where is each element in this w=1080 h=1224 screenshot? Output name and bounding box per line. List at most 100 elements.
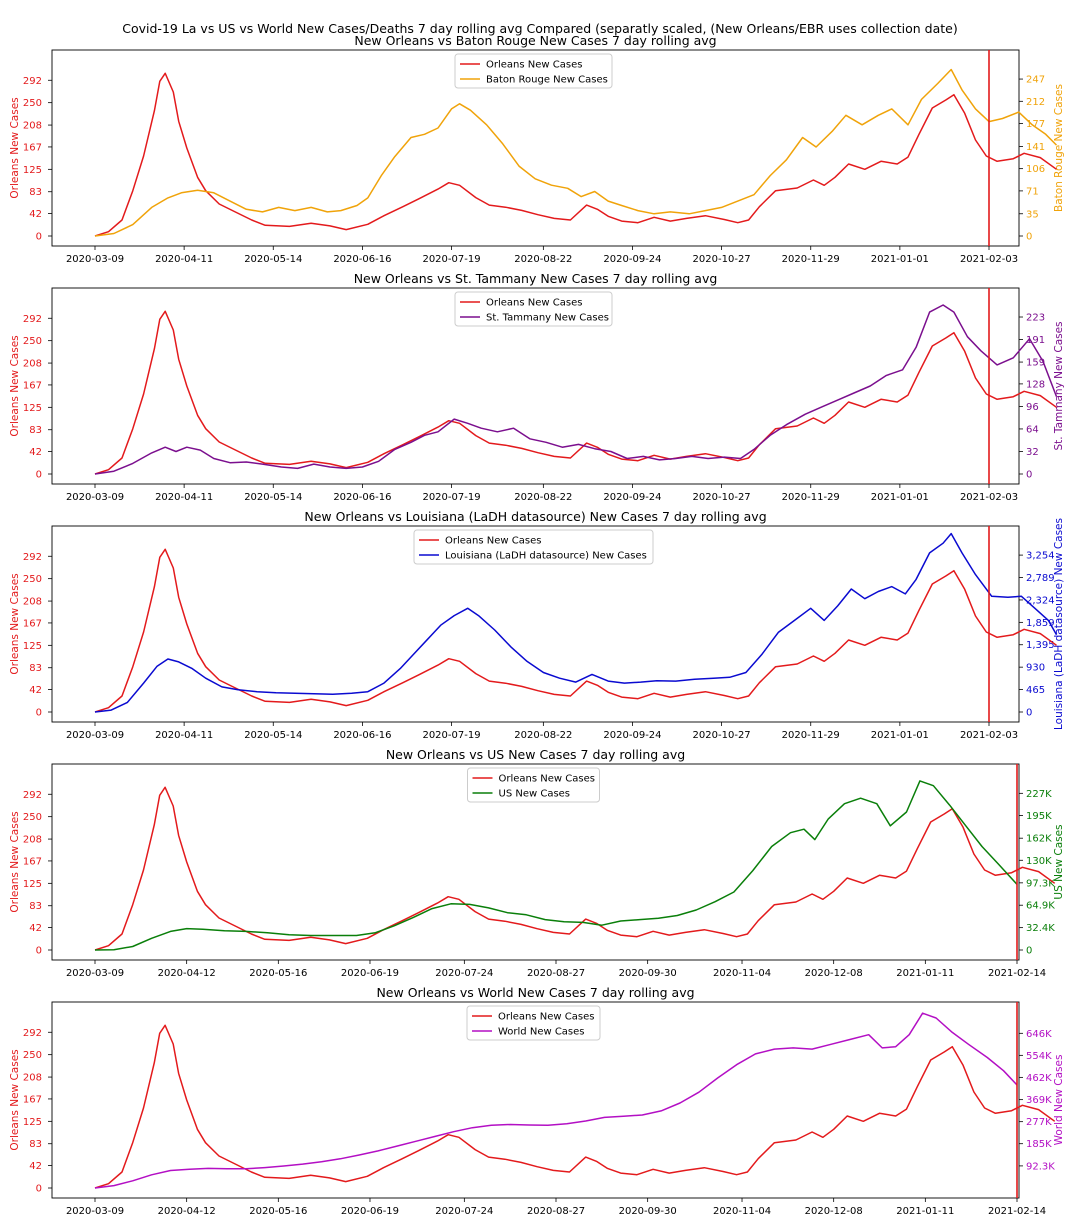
left-y-tick-label: 125 bbox=[23, 165, 42, 176]
x-tick-label: 2020-08-22 bbox=[514, 730, 572, 741]
x-tick-label: 2020-11-04 bbox=[713, 968, 771, 979]
left-y-tick-label: 292 bbox=[23, 314, 42, 325]
left-y-tick-label: 250 bbox=[23, 574, 42, 585]
legend-entry: Baton Rouge New Cases bbox=[486, 75, 608, 86]
left-y-tick-label: 208 bbox=[23, 835, 42, 846]
x-tick-label: 2020-03-09 bbox=[66, 730, 124, 741]
right-y-tick-label: 32.4K bbox=[1026, 923, 1055, 934]
x-tick-label: 2020-07-24 bbox=[435, 968, 493, 979]
left-y-tick-label: 83 bbox=[29, 901, 42, 912]
series-line bbox=[94, 780, 1018, 951]
right-y-tick-label: 0 bbox=[1026, 946, 1032, 957]
right-y-tick-label: 128 bbox=[1026, 379, 1045, 390]
right-y-tick-label: 185K bbox=[1026, 1139, 1052, 1150]
left-y-tick-label: 292 bbox=[23, 552, 42, 563]
x-tick-label: 2020-09-24 bbox=[603, 254, 661, 265]
x-tick-label: 2020-03-09 bbox=[66, 492, 124, 503]
x-tick-label: 2020-12-08 bbox=[805, 968, 863, 979]
x-tick-label: 2020-07-19 bbox=[422, 254, 480, 265]
right-y-tick-label: 96 bbox=[1026, 402, 1039, 413]
x-tick-label: 2020-07-24 bbox=[435, 1206, 493, 1217]
x-tick-label: 2020-12-08 bbox=[805, 1206, 863, 1217]
left-y-tick-label: 42 bbox=[29, 1161, 42, 1172]
x-tick-label: 2021-01-01 bbox=[871, 492, 929, 503]
x-tick-label: 2021-02-03 bbox=[960, 492, 1018, 503]
x-tick-label: 2020-07-19 bbox=[422, 492, 480, 503]
x-tick-label: 2020-04-11 bbox=[155, 254, 213, 265]
right-y-tick-label: 64.9K bbox=[1026, 901, 1055, 912]
x-tick-label: 2020-08-27 bbox=[527, 1206, 585, 1217]
x-tick-label: 2020-11-29 bbox=[782, 730, 840, 741]
left-y-tick-label: 250 bbox=[23, 98, 42, 109]
left-y-axis-label: Orleans New Cases bbox=[9, 1049, 21, 1150]
left-y-axis-label: Orleans New Cases bbox=[9, 811, 21, 912]
left-y-tick-label: 167 bbox=[23, 856, 42, 867]
legend-entry: Orleans New Cases bbox=[486, 298, 582, 309]
right-y-tick-label: 2,324 bbox=[1026, 595, 1055, 606]
x-tick-label: 2020-11-29 bbox=[782, 254, 840, 265]
x-tick-label: 2020-05-16 bbox=[249, 968, 307, 979]
chart-title: New Orleans vs St. Tammany New Cases 7 d… bbox=[354, 271, 718, 286]
right-y-axis-label: Baton Rouge New Cases bbox=[1053, 84, 1065, 212]
x-tick-label: 2020-04-12 bbox=[158, 968, 216, 979]
right-y-tick-label: 646K bbox=[1026, 1029, 1052, 1040]
right-y-tick-label: 106 bbox=[1026, 164, 1045, 175]
right-y-tick-label: 227K bbox=[1026, 789, 1052, 800]
right-y-tick-label: 162K bbox=[1026, 834, 1052, 845]
chart-title: New Orleans vs Baton Rouge New Cases 7 d… bbox=[354, 33, 716, 48]
left-y-tick-label: 0 bbox=[36, 1184, 42, 1195]
right-y-tick-label: 195K bbox=[1026, 811, 1052, 822]
x-tick-label: 2020-08-22 bbox=[514, 492, 572, 503]
plot-frame bbox=[51, 763, 1020, 961]
x-tick-label: 2020-05-14 bbox=[244, 730, 302, 741]
right-y-tick-label: 462K bbox=[1026, 1073, 1052, 1084]
chart-title: New Orleans vs US New Cases 7 day rollin… bbox=[386, 747, 685, 762]
right-y-tick-label: 1,395 bbox=[1026, 640, 1055, 651]
figure-suptitle: Covid-19 La vs US vs World New Cases/Dea… bbox=[122, 21, 958, 36]
left-y-axis-label: Orleans New Cases bbox=[9, 573, 21, 674]
left-y-tick-label: 0 bbox=[36, 470, 42, 481]
left-y-tick-label: 83 bbox=[29, 663, 42, 674]
right-y-tick-label: 369K bbox=[1026, 1095, 1052, 1106]
series-line bbox=[94, 72, 1057, 237]
left-y-tick-label: 292 bbox=[23, 1028, 42, 1039]
chart-panel-4: New Orleans vs US New Cases 7 day rollin… bbox=[9, 747, 1065, 979]
left-y-tick-label: 208 bbox=[23, 359, 42, 370]
right-y-tick-label: 554K bbox=[1026, 1051, 1052, 1062]
legend-box bbox=[466, 1005, 601, 1041]
right-y-axis-label: US New Cases bbox=[1053, 824, 1065, 899]
left-y-tick-label: 0 bbox=[36, 708, 42, 719]
legend-box bbox=[413, 529, 654, 565]
legend-entry: Louisiana (LaDH datasource) New Cases bbox=[445, 551, 647, 562]
series-line bbox=[94, 310, 1057, 475]
right-y-tick-label: 0 bbox=[1026, 470, 1032, 481]
right-y-axis-label: Louisiana (LaDH datasource) New Cases bbox=[1053, 518, 1065, 730]
right-y-tick-label: 32 bbox=[1026, 447, 1039, 458]
left-y-tick-label: 42 bbox=[29, 685, 42, 696]
chart-legend: Orleans New Cases Baton Rouge New Cases bbox=[454, 53, 613, 89]
x-tick-label: 2020-08-27 bbox=[527, 968, 585, 979]
legend-entry: Orleans New Cases bbox=[445, 536, 541, 547]
x-tick-label: 2020-11-29 bbox=[782, 492, 840, 503]
x-tick-label: 2021-02-03 bbox=[960, 254, 1018, 265]
right-y-tick-label: 223 bbox=[1026, 313, 1045, 324]
right-y-tick-label: 141 bbox=[1026, 142, 1045, 153]
right-y-tick-label: 130K bbox=[1026, 856, 1052, 867]
plot-frame bbox=[51, 287, 1020, 485]
left-y-tick-label: 292 bbox=[23, 790, 42, 801]
left-y-tick-label: 0 bbox=[36, 946, 42, 957]
left-y-tick-label: 208 bbox=[23, 121, 42, 132]
plot-frame bbox=[51, 525, 1020, 723]
series-line bbox=[94, 1024, 1056, 1189]
x-tick-label: 2020-06-19 bbox=[341, 968, 399, 979]
right-y-tick-label: 35 bbox=[1026, 209, 1039, 220]
left-y-tick-label: 250 bbox=[23, 336, 42, 347]
right-y-tick-label: 191 bbox=[1026, 335, 1045, 346]
x-tick-label: 2021-01-01 bbox=[871, 254, 929, 265]
right-y-tick-label: 3,254 bbox=[1026, 551, 1055, 562]
right-y-axis-label: World New Cases bbox=[1053, 1055, 1065, 1146]
series-line bbox=[94, 68, 1058, 237]
plot-frame bbox=[51, 49, 1020, 247]
x-tick-label: 2020-07-19 bbox=[422, 730, 480, 741]
x-tick-label: 2020-03-09 bbox=[66, 1206, 124, 1217]
